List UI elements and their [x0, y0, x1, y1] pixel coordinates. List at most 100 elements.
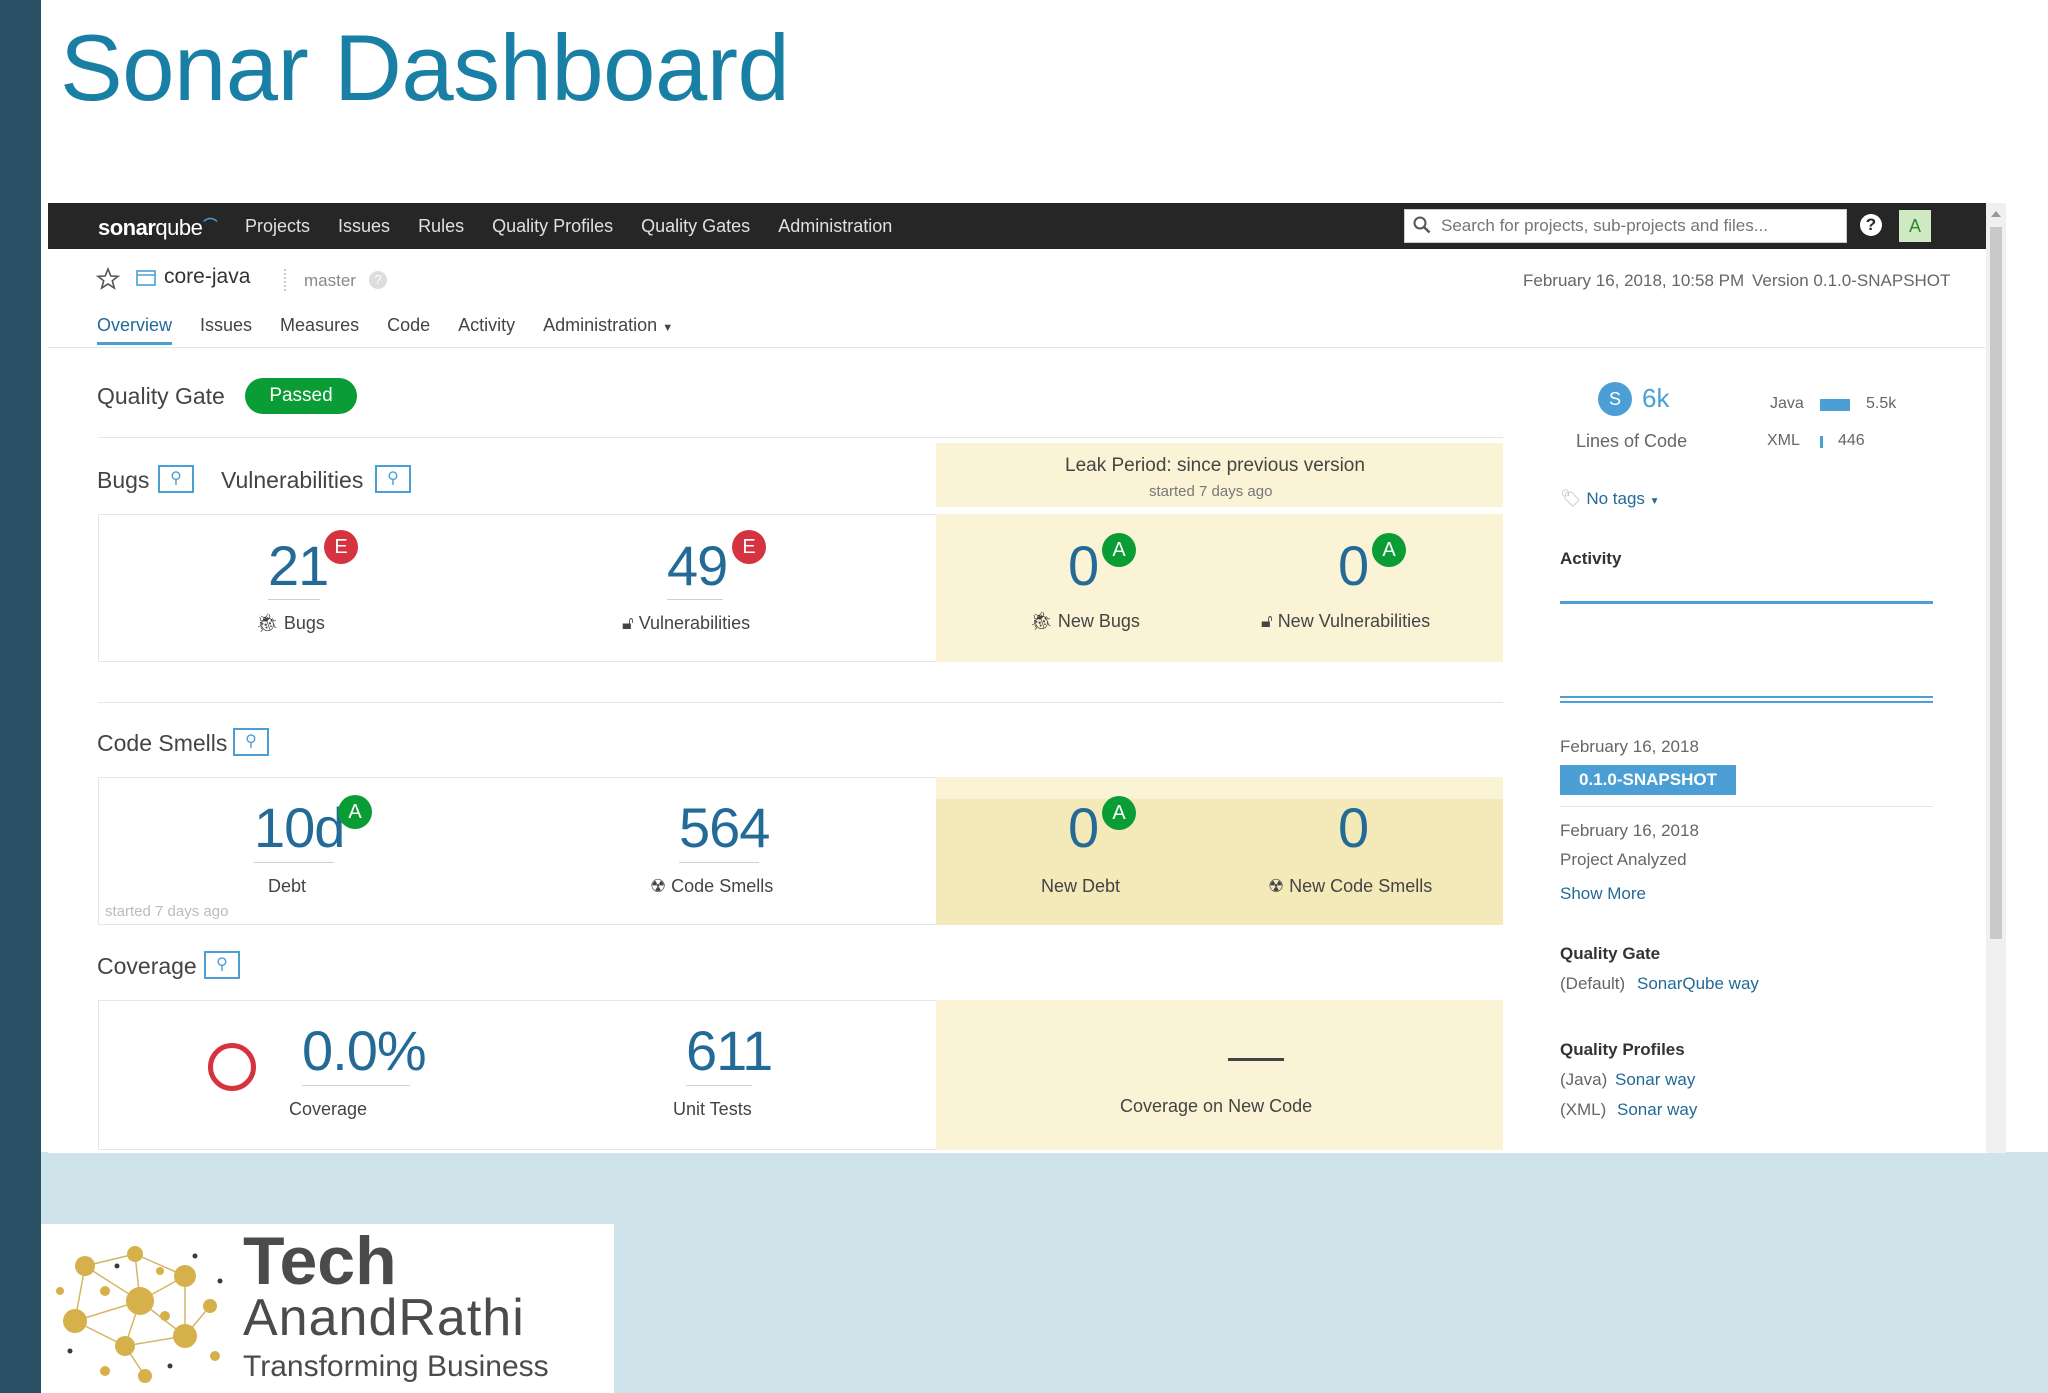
coverage-donut-chart[interactable] [208, 1043, 256, 1091]
tab-issues[interactable]: Issues [200, 315, 253, 335]
brand-line1: Tech [243, 1223, 397, 1299]
search-icon: ⚲ [170, 470, 182, 487]
profile-java-link[interactable]: Sonar way [1615, 1070, 1696, 1089]
brand-line2: AnandRathi [243, 1289, 525, 1347]
tab-administration[interactable]: Administration ▼ [543, 315, 673, 345]
new-debt-value[interactable]: 0 [1068, 796, 1099, 859]
favorite-star-icon[interactable] [96, 267, 120, 291]
tab-code[interactable]: Code [387, 315, 431, 335]
bug-icon: 🐞︎ [256, 613, 279, 633]
search-input[interactable] [1441, 214, 1836, 238]
sonarqube-logo[interactable]: sonarqube⌒ [98, 215, 217, 241]
lock-icon: 🔓︎ [622, 613, 634, 633]
vulnerabilities-label: 🔓︎ Vulnerabilities [622, 613, 750, 634]
show-more-link[interactable]: Show More [1560, 884, 1646, 903]
lock-icon: 🔓︎ [1261, 611, 1273, 631]
branch-icon [284, 269, 289, 291]
new-debt-label: New Debt [1041, 876, 1121, 896]
tab-measures[interactable]: Measures [280, 315, 360, 335]
lang-java-bar [1820, 399, 1850, 411]
brand-logo: Tech AnandRathi Transforming Business [41, 1223, 614, 1393]
sidebar-quality-gate-title: Quality Gate [1560, 944, 1661, 963]
sonarqube-window: sonarqube⌒ Projects Issues Rules Quality… [48, 203, 2006, 1153]
lang-xml-name: XML [1767, 432, 1800, 449]
vulnerabilities-section-title: Vulnerabilities [221, 467, 364, 493]
global-search[interactable] [1404, 209, 1847, 243]
tags-dropdown[interactable]: 🏷︎ No tags ▼ [1560, 489, 1660, 509]
coverage-section-title: Coverage [97, 953, 197, 979]
new-coverage-label: Coverage on New Code [1120, 1096, 1313, 1116]
analysis-date: February 16, 2018, 10:58 PM [1523, 271, 1745, 290]
vulnerabilities-rating[interactable]: E [732, 530, 766, 564]
vulnerabilities-count[interactable]: 49 [667, 534, 728, 597]
branch-name[interactable]: master [304, 271, 356, 290]
code-smells-count[interactable]: 564 [679, 796, 770, 859]
coverage-search-button[interactable]: ⚲ [204, 951, 240, 979]
nav-quality-gates[interactable]: Quality Gates [641, 216, 751, 236]
chevron-down-icon: ▼ [662, 322, 674, 334]
bugs-count[interactable]: 21 [268, 534, 329, 597]
bugs-section-title: Bugs [97, 467, 150, 493]
unit-tests-count[interactable]: 611 [686, 1019, 773, 1082]
activity-graph-line-2 [1560, 696, 1933, 698]
tab-administration-label: Administration [543, 315, 658, 335]
new-vulnerabilities-label: 🔓︎ New Vulnerabilities [1261, 611, 1430, 632]
new-bugs-count[interactable]: 0 [1068, 534, 1099, 597]
quality-profiles-title: Quality Profiles [1560, 1040, 1685, 1059]
vulnerabilities-search-button[interactable]: ⚲ [375, 465, 411, 493]
lines-of-code-value[interactable]: 6k [1642, 383, 1670, 413]
leak-period-subtitle: started 7 days ago [1149, 483, 1273, 500]
new-vulnerabilities-count[interactable]: 0 [1338, 534, 1369, 597]
project-version: Version 0.1.0-SNAPSHOT [1752, 271, 1951, 290]
quality-gate-label: Quality Gate [97, 383, 225, 409]
branch-help-icon[interactable]: ? [369, 271, 387, 289]
debt-value[interactable]: 10d [254, 796, 345, 859]
nav-administration[interactable]: Administration [778, 216, 893, 236]
search-icon [1413, 216, 1431, 234]
coverage-label: Coverage [289, 1099, 368, 1119]
project-name[interactable]: core-java [164, 265, 251, 288]
new-vulnerabilities-rating[interactable]: A [1372, 533, 1406, 567]
vulnerabilities-label-text: Vulnerabilities [638, 613, 751, 633]
brand-tagline: Transforming Business [243, 1350, 549, 1383]
debt-rating[interactable]: A [338, 795, 372, 829]
new-debt-rating[interactable]: A [1102, 796, 1136, 830]
nav-rules[interactable]: Rules [418, 216, 465, 236]
code-smells-leak-top [936, 777, 1503, 799]
tag-icon: 🏷︎ [1560, 489, 1582, 508]
coverage-value[interactable]: 0.0% [302, 1019, 427, 1082]
bugs-search-button[interactable]: ⚲ [158, 465, 194, 493]
lang-xml-value: 446 [1838, 432, 1865, 449]
debt-label: Debt [268, 876, 307, 896]
code-smells-search-button[interactable]: ⚲ [233, 728, 269, 756]
profile-xml-link[interactable]: Sonar way [1617, 1100, 1698, 1119]
quality-gate-link[interactable]: SonarQube way [1637, 974, 1759, 993]
event-divider [1560, 806, 1933, 807]
lang-java-name: Java [1770, 395, 1804, 412]
slide-left-bar [0, 0, 41, 1393]
coverage-leak-area [936, 1000, 1503, 1150]
new-bugs-rating[interactable]: A [1102, 533, 1136, 567]
tags-label: No tags [1586, 489, 1645, 508]
unit-tests-underline [686, 1085, 752, 1086]
radiation-icon: ☢ [1268, 876, 1285, 896]
scroll-thumb[interactable] [1990, 227, 2002, 939]
bug-icon: 🐞︎ [1030, 611, 1053, 631]
tab-overview[interactable]: Overview [97, 315, 173, 345]
code-smells-label: ☢ Code Smells [650, 876, 773, 897]
code-smells-section-title: Code Smells [97, 730, 228, 756]
bugs-rating[interactable]: E [324, 530, 358, 564]
logo-rest: qube [155, 215, 203, 240]
scroll-up-arrow-icon[interactable] [1991, 211, 2001, 217]
page-scrollbar[interactable] [1986, 203, 2006, 1153]
bugs-underline [268, 599, 320, 600]
user-avatar[interactable]: A [1899, 210, 1931, 242]
nav-issues[interactable]: Issues [338, 216, 391, 236]
help-icon[interactable]: ? [1860, 214, 1882, 236]
chevron-down-icon: ▼ [1649, 496, 1660, 507]
new-code-smells-count[interactable]: 0 [1338, 796, 1369, 859]
nav-projects[interactable]: Projects [245, 216, 311, 236]
gate-divider [98, 437, 1503, 438]
tab-activity[interactable]: Activity [458, 315, 516, 335]
nav-quality-profiles[interactable]: Quality Profiles [492, 216, 614, 236]
